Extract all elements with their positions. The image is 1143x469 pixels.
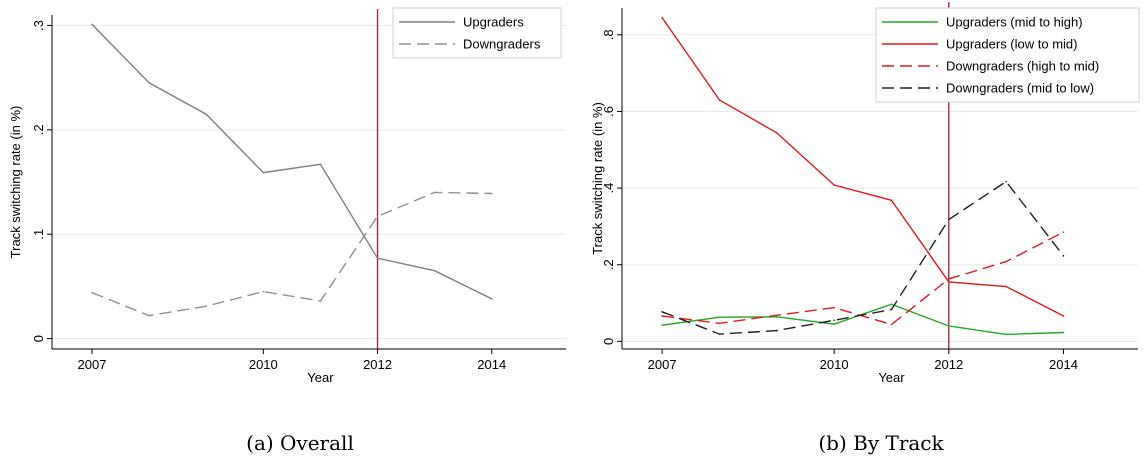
legend-label: Downgraders (mid to low) [946, 81, 1094, 96]
x-tick-label: 2010 [249, 357, 278, 372]
data-point [91, 291, 93, 294]
legend-label: Upgraders [463, 15, 524, 30]
caption: (b) By Track [818, 431, 944, 455]
y-axis-title: Track switching rate (in %) [8, 106, 23, 259]
y-tick-label: 0 [31, 335, 46, 342]
data-point [1005, 333, 1007, 336]
x-tick-label: 2007 [648, 357, 677, 372]
series-line [91, 23, 493, 300]
chart-by-track: 0 .2 .4 .6 .8 2007 2010 2012 2014 Year Track switc… [590, 2, 1140, 455]
data-point [490, 192, 493, 195]
x-tick-label: 2012 [934, 357, 963, 372]
data-point [205, 305, 207, 308]
y-tick-label: .8 [601, 29, 616, 40]
data-point [776, 329, 778, 332]
data-point [718, 322, 721, 325]
data-point [661, 315, 663, 317]
data-point [661, 324, 663, 327]
data-point [948, 218, 950, 221]
data-point [376, 215, 379, 218]
data-point [833, 323, 835, 325]
x-axis-title: Year [307, 370, 334, 385]
data-point [948, 278, 950, 280]
data-point [833, 184, 835, 186]
panel-by-track: 0 .2 .4 .6 .8 2007 2010 2012 2014 Year Track switc… [585, 0, 1143, 464]
data-point [433, 191, 436, 194]
data-point [1005, 260, 1007, 263]
x-tick-label: 2012 [363, 357, 392, 372]
data-point [1005, 285, 1007, 288]
data-point [718, 333, 721, 335]
y-axis-title: Track switching rate (in %) [590, 102, 605, 255]
x-tick-label: 2010 [820, 357, 849, 372]
chart-overall: 0 .1 .2 .3 2007 2010 2012 2014 Year Track switchi… [8, 7, 566, 455]
data-point [833, 306, 835, 309]
data-point [205, 113, 207, 115]
data-point [890, 323, 893, 326]
data-point [661, 311, 663, 313]
series-line [661, 180, 1065, 335]
data-point [890, 308, 893, 311]
x-tick-label: 2007 [78, 357, 107, 372]
data-point [319, 300, 322, 302]
legend-label: Upgraders (mid to high) [946, 15, 1083, 30]
y-tick-label: .3 [31, 20, 46, 31]
legend-label: Downgraders (high to mid) [946, 59, 1099, 74]
legend-label: Upgraders (low to mid) [946, 37, 1078, 52]
x-tick-label: 2014 [477, 357, 506, 372]
data-point [262, 290, 265, 293]
legend-box [875, 7, 1140, 103]
data-point [890, 199, 893, 202]
data-point [1062, 255, 1065, 257]
data-point [776, 316, 778, 318]
data-point [833, 319, 835, 322]
data-point [718, 316, 721, 318]
data-point [376, 257, 379, 259]
series-line [661, 17, 1064, 317]
data-point [148, 82, 150, 84]
y-tick-label: .2 [601, 259, 616, 270]
x-axis-title: Year [878, 370, 905, 385]
data-point [433, 269, 436, 272]
data-point [948, 281, 950, 283]
series-line [91, 191, 492, 317]
data-point [148, 314, 150, 317]
x-tick-label: 2014 [1049, 357, 1078, 372]
data-point [91, 23, 93, 26]
data-point [490, 298, 493, 300]
data-point [319, 163, 322, 166]
y-tick-label: .2 [31, 124, 46, 135]
y-tick-label: 0 [601, 338, 616, 345]
data-point [948, 325, 950, 327]
data-point [718, 99, 721, 101]
data-point [776, 314, 778, 317]
y-tick-label: .4 [601, 183, 616, 194]
data-point [1062, 315, 1065, 317]
legend-label: Downgraders [463, 37, 541, 52]
data-point [1062, 331, 1065, 334]
y-tick-label: .6 [601, 106, 616, 117]
series-line [662, 303, 1064, 336]
data-point [1005, 180, 1007, 183]
data-point [262, 171, 265, 174]
data-point [661, 16, 663, 19]
data-point [776, 132, 778, 134]
data-point [1062, 231, 1065, 233]
series-line [662, 231, 1064, 326]
y-tick-label: .1 [31, 229, 46, 240]
panel-overall: 0 .1 .2 .3 2007 2010 2012 2014 Year Track switchi… [0, 0, 571, 464]
legend-box [392, 7, 562, 59]
caption: (a) Overall [246, 431, 354, 455]
data-point [890, 303, 893, 305]
